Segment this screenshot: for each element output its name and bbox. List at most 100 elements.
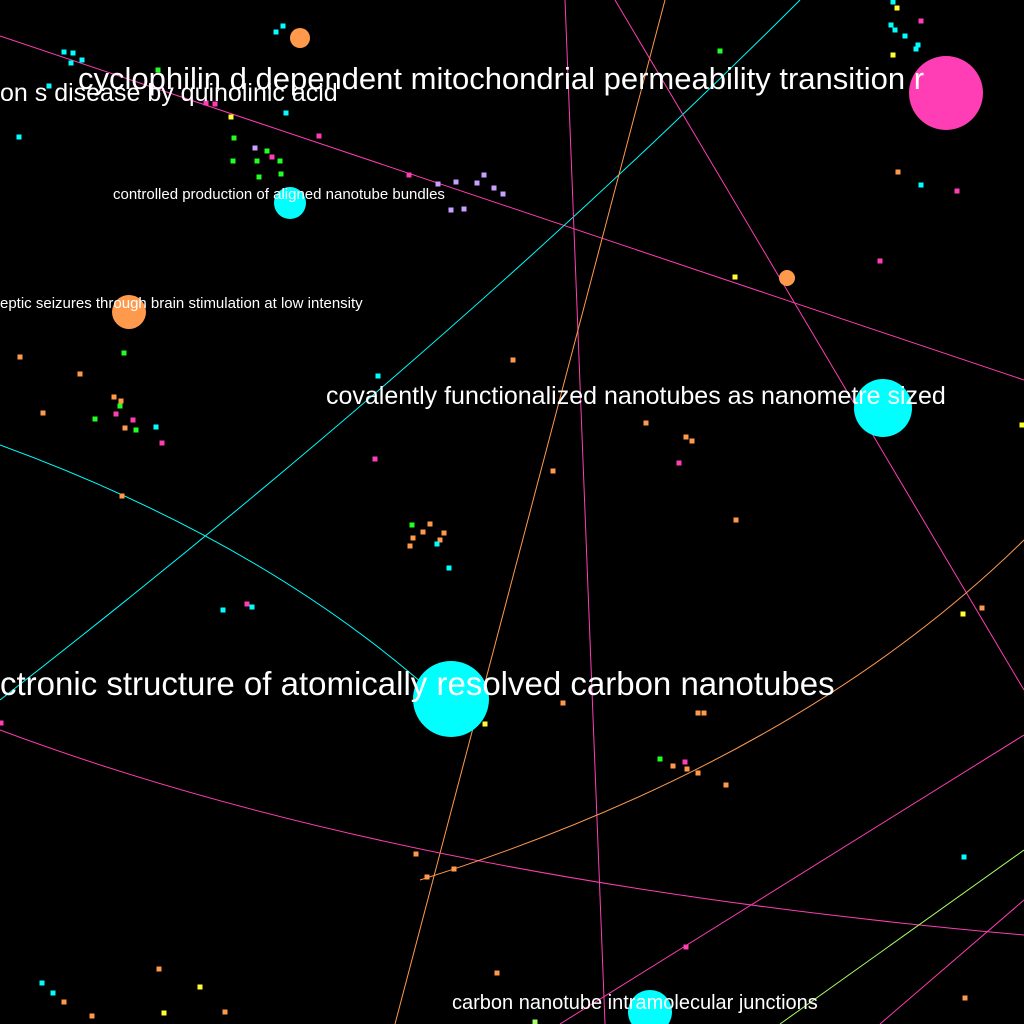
graph-node-small[interactable] xyxy=(684,766,690,772)
graph-node-small[interactable] xyxy=(510,357,516,363)
graph-node-small[interactable] xyxy=(68,60,74,66)
graph-node-small[interactable] xyxy=(979,605,985,611)
graph-node-small[interactable] xyxy=(283,110,289,116)
graph-node[interactable] xyxy=(779,270,795,286)
graph-node-small[interactable] xyxy=(372,456,378,462)
graph-node-small[interactable] xyxy=(409,522,415,528)
graph-node-small[interactable] xyxy=(118,398,124,404)
graph-node-small[interactable] xyxy=(695,770,701,776)
graph-node-small[interactable] xyxy=(230,158,236,164)
graph-node-small[interactable] xyxy=(156,966,162,972)
graph-node-small[interactable] xyxy=(888,22,894,28)
graph-node-small[interactable] xyxy=(50,990,56,996)
graph-node-small[interactable] xyxy=(161,1010,167,1016)
graph-node-small[interactable] xyxy=(657,756,663,762)
graph-node-small[interactable] xyxy=(437,537,443,543)
graph-node-small[interactable] xyxy=(481,172,487,178)
graph-node-small[interactable] xyxy=(410,535,416,541)
graph-node-small[interactable] xyxy=(890,0,896,5)
graph-node-small[interactable] xyxy=(427,521,433,527)
graph-node-small[interactable] xyxy=(670,763,676,769)
graph-node-small[interactable] xyxy=(560,700,566,706)
graph-node-small[interactable] xyxy=(894,5,900,11)
graph-node-small[interactable] xyxy=(435,181,441,187)
graph-node-small[interactable] xyxy=(695,710,701,716)
graph-node-small[interactable] xyxy=(717,48,723,54)
graph-node-small[interactable] xyxy=(117,403,123,409)
graph-node-small[interactable] xyxy=(269,154,275,160)
graph-node-small[interactable] xyxy=(732,274,738,280)
graph-node[interactable] xyxy=(909,56,983,130)
graph-node-small[interactable] xyxy=(474,180,480,186)
graph-node-small[interactable] xyxy=(689,438,695,444)
graph-node-small[interactable] xyxy=(1019,422,1024,428)
graph-node-small[interactable] xyxy=(960,611,966,617)
graph-node-small[interactable] xyxy=(130,417,136,423)
graph-node-small[interactable] xyxy=(723,782,729,788)
graph-node-small[interactable] xyxy=(434,541,440,547)
graph-node-small[interactable] xyxy=(701,710,707,716)
graph-node-small[interactable] xyxy=(113,411,119,417)
graph-node-small[interactable] xyxy=(918,182,924,188)
graph-node-small[interactable] xyxy=(70,50,76,56)
graph-node-small[interactable] xyxy=(89,1013,95,1019)
graph-node-small[interactable] xyxy=(424,874,430,880)
graph-node-small[interactable] xyxy=(441,530,447,536)
graph-node-small[interactable] xyxy=(682,759,688,765)
graph-node-small[interactable] xyxy=(16,134,22,140)
graph-node-small[interactable] xyxy=(500,191,506,197)
graph-node-small[interactable] xyxy=(0,720,4,726)
graph-node-small[interactable] xyxy=(92,416,98,422)
graph-node-small[interactable] xyxy=(61,49,67,55)
graph-node-small[interactable] xyxy=(197,984,203,990)
graph-node-small[interactable] xyxy=(733,517,739,523)
graph-node-small[interactable] xyxy=(877,258,883,264)
graph-node-small[interactable] xyxy=(220,607,226,613)
graph-node-small[interactable] xyxy=(482,721,488,727)
graph-node-small[interactable] xyxy=(256,174,262,180)
graph-node-small[interactable] xyxy=(249,604,255,610)
graph-node-small[interactable] xyxy=(676,460,682,466)
graph-node-small[interactable] xyxy=(155,67,161,73)
graph-node-small[interactable] xyxy=(277,158,283,164)
graph-node-small[interactable] xyxy=(316,133,322,139)
graph-node[interactable] xyxy=(854,379,912,437)
graph-node-small[interactable] xyxy=(683,944,689,950)
graph-node-small[interactable] xyxy=(375,373,381,379)
graph-node-small[interactable] xyxy=(119,493,125,499)
graph-node-small[interactable] xyxy=(683,434,689,440)
graph-node-small[interactable] xyxy=(406,172,412,178)
graph-node-small[interactable] xyxy=(902,33,908,39)
graph-node-small[interactable] xyxy=(46,83,52,89)
graph-node-small[interactable] xyxy=(962,995,968,1001)
graph-node-small[interactable] xyxy=(280,23,286,29)
graph-node-small[interactable] xyxy=(40,410,46,416)
graph-node-small[interactable] xyxy=(77,371,83,377)
graph-node-small[interactable] xyxy=(550,468,556,474)
graph-node-small[interactable] xyxy=(446,565,452,571)
graph-node-small[interactable] xyxy=(79,57,85,63)
graph-node-small[interactable] xyxy=(39,980,45,986)
graph-node-small[interactable] xyxy=(252,145,258,151)
graph-node-small[interactable] xyxy=(954,188,960,194)
graph-node-small[interactable] xyxy=(461,206,467,212)
graph-node-small[interactable] xyxy=(451,866,457,872)
graph-node-small[interactable] xyxy=(121,350,127,356)
graph-node-small[interactable] xyxy=(231,135,237,141)
graph-node-small[interactable] xyxy=(264,148,270,154)
graph-node-small[interactable] xyxy=(453,179,459,185)
graph-node-small[interactable] xyxy=(413,851,419,857)
graph-node-small[interactable] xyxy=(228,114,234,120)
graph-node[interactable] xyxy=(413,661,489,737)
graph-node[interactable] xyxy=(112,295,146,329)
graph-node-small[interactable] xyxy=(159,440,165,446)
graph-node-small[interactable] xyxy=(17,354,23,360)
graph-node-small[interactable] xyxy=(643,420,649,426)
graph-node-small[interactable] xyxy=(915,42,921,48)
graph-node-small[interactable] xyxy=(895,169,901,175)
graph-node-small[interactable] xyxy=(222,1009,228,1015)
graph-node-small[interactable] xyxy=(532,1019,538,1024)
graph-node-small[interactable] xyxy=(153,424,159,430)
graph-node[interactable] xyxy=(628,990,672,1024)
graph-node[interactable] xyxy=(290,28,310,48)
